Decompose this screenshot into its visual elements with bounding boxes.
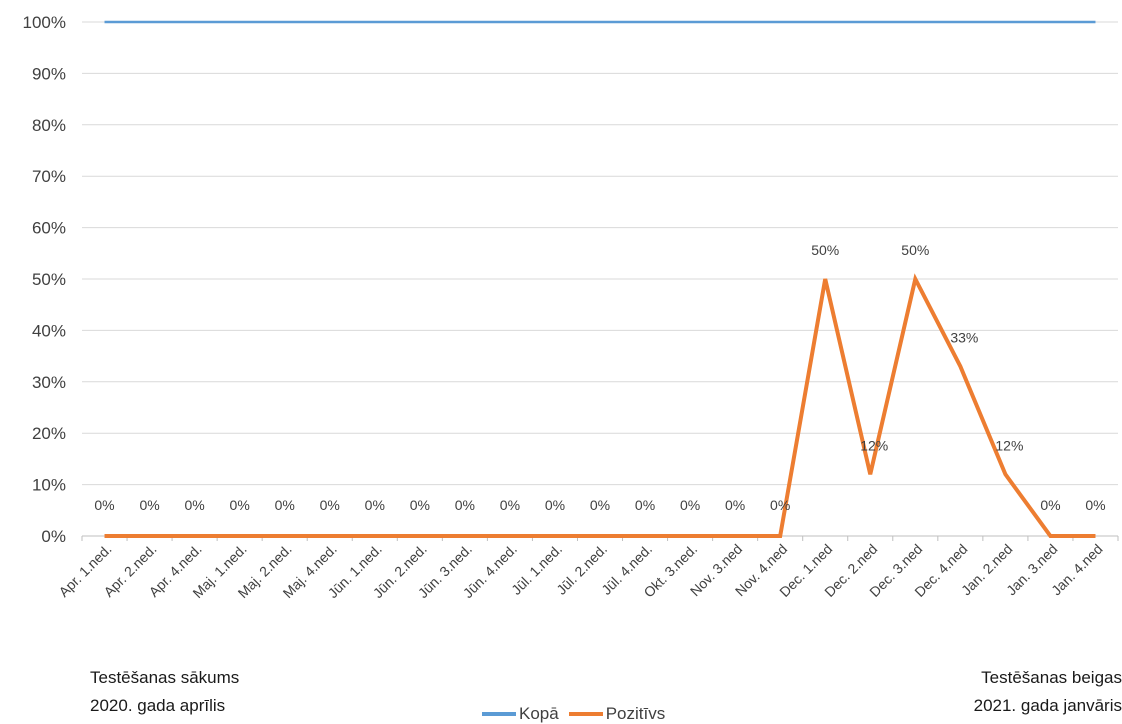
data-label: 33% <box>950 329 978 345</box>
y-tick-label: 10% <box>32 476 66 495</box>
y-axis: 0% 10% 20% 30% 40% 50% 60% 70% 80% 90% 100% <box>23 13 66 546</box>
data-label: 0% <box>1040 497 1060 513</box>
y-tick-label: 30% <box>32 373 66 392</box>
data-label: 0% <box>725 497 745 513</box>
data-label: 0% <box>770 497 790 513</box>
series-line-pozitivs <box>104 273 1096 538</box>
data-label: 0% <box>455 497 475 513</box>
y-tick-label: 80% <box>32 116 66 135</box>
y-tick-label: 40% <box>32 321 66 340</box>
data-label: 0% <box>275 497 295 513</box>
y-tick-label: 90% <box>32 64 66 83</box>
data-label: 0% <box>320 497 340 513</box>
test-start-note: Testēšanas sākums 2020. gada aprīlis <box>90 664 239 720</box>
legend: Kopā Pozitīvs <box>482 704 675 724</box>
y-tick-label: 70% <box>32 167 66 186</box>
data-label: 0% <box>500 497 520 513</box>
legend-label-pozitivs: Pozitīvs <box>605 704 666 723</box>
test-start-date: 2020. gada aprīlis <box>90 696 226 715</box>
test-end-title: Testēšanas beigas <box>981 668 1122 687</box>
line-chart: 0% 10% 20% 30% 40% 50% 60% 70% 80% 90% 100% Apr. 1… <box>23 13 1119 601</box>
data-label: 0% <box>410 497 430 513</box>
legend-swatch-kopa <box>482 712 516 716</box>
data-label: 0% <box>635 497 655 513</box>
data-label: 0% <box>230 497 250 513</box>
data-label: 50% <box>811 242 839 258</box>
data-label: 0% <box>590 497 610 513</box>
data-label: 0% <box>184 497 204 513</box>
legend-item-pozitivs: Pozitīvs <box>568 704 666 724</box>
legend-swatch-pozitivs <box>568 712 603 716</box>
y-tick-label: 20% <box>32 424 66 443</box>
data-label: 0% <box>680 497 700 513</box>
x-axis: Apr. 1.ned.Apr. 2.ned.Apr. 4.ned.Maj. 1.… <box>55 536 1119 601</box>
y-tick-label: 100% <box>23 13 66 32</box>
data-label: 0% <box>139 497 159 513</box>
data-label: 12% <box>995 437 1023 453</box>
series-lines <box>104 20 1096 538</box>
data-label: 0% <box>545 497 565 513</box>
legend-item-kopa: Kopā <box>482 704 559 724</box>
data-label: 0% <box>94 497 114 513</box>
data-labels: 0% 0% 0% 0% 0% 0% 0% 0% 0% 0% 0% 0% 0% 0% 0% 0% 50% 12% 50… <box>94 242 1105 513</box>
test-end-note: Testēšanas beigas 2021. gada janvāris <box>952 664 1122 720</box>
y-tick-label: 60% <box>32 219 66 238</box>
y-tick-label: 0% <box>41 527 66 546</box>
gridlines <box>82 21 1118 537</box>
data-label: 0% <box>1085 497 1105 513</box>
legend-label-kopa: Kopā <box>519 704 559 723</box>
data-label: 12% <box>860 437 888 453</box>
data-label: 0% <box>365 497 385 513</box>
y-tick-label: 50% <box>32 270 66 289</box>
data-label: 50% <box>901 242 929 258</box>
test-end-date: 2021. gada janvāris <box>973 696 1122 715</box>
test-start-title: Testēšanas sākums <box>90 668 240 687</box>
